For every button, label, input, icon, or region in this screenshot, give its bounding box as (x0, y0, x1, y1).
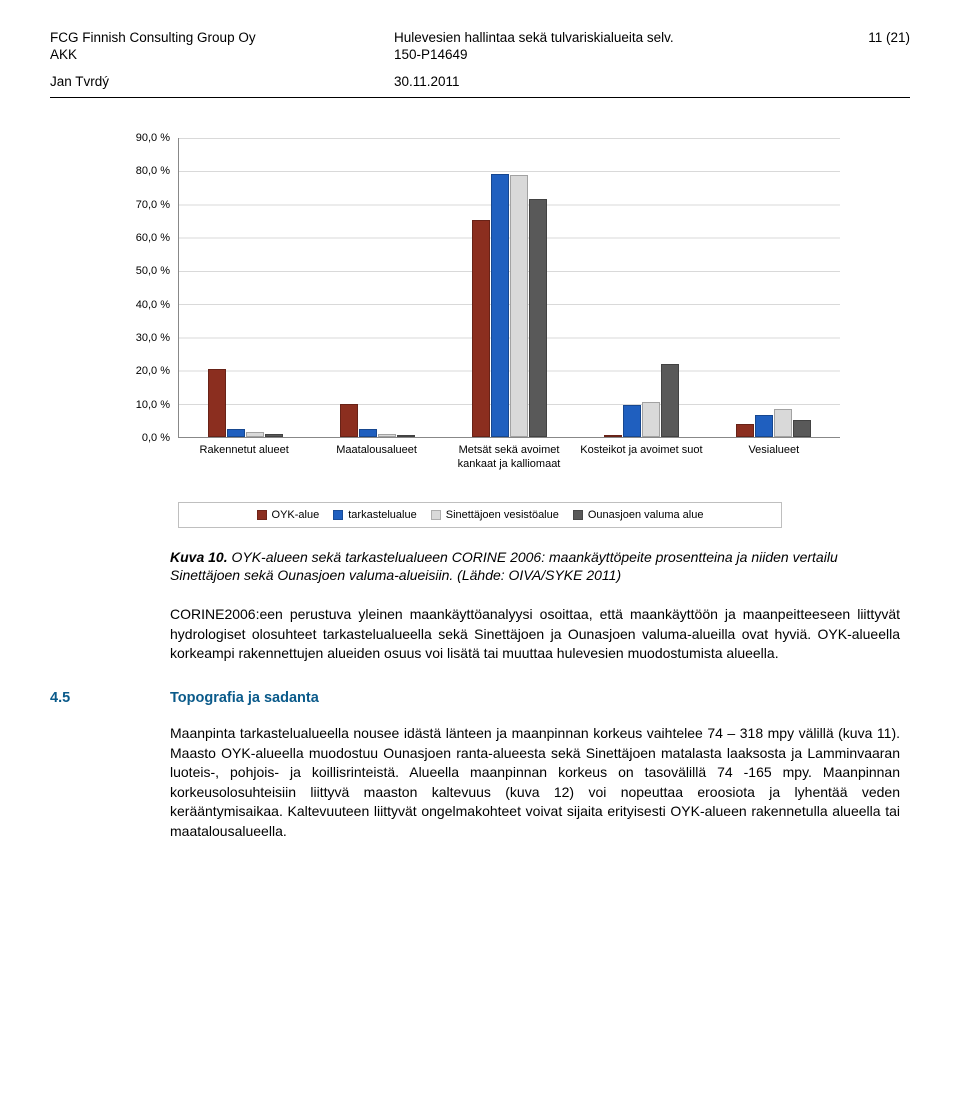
chart-bar-group (708, 138, 840, 437)
chart-bar (510, 175, 528, 437)
header-doc-code: 150-P14649 (394, 47, 807, 64)
chart-bar (340, 404, 358, 437)
chart-legend-item: Sinettäjoen vesistöalue (431, 509, 559, 521)
chart-legend-item: Ounasjoen valuma alue (573, 509, 704, 521)
chart-legend: OYK-alue tarkastelualue Sinettäjoen vesist… (178, 502, 782, 528)
figure-caption-lead: Kuva 10. (170, 549, 228, 565)
chart-legend-label: tarkastelualue (348, 509, 417, 521)
chart-bar (378, 434, 396, 437)
section-title: Topografia ja sadanta (170, 690, 319, 706)
chart-bar (774, 409, 792, 437)
chart-x-label: Metsät sekä avoimet kankaat ja kalliomaa… (443, 444, 575, 472)
body-paragraph-2: Maanpinta tarkastelualueella nousee idäs… (170, 724, 900, 842)
chart-y-tick: 60,0 % (136, 232, 170, 244)
figure-caption: Kuva 10. OYK-alueen sekä tarkastelualuee… (170, 548, 900, 586)
chart-x-label: Kosteikot ja avoimet suot (575, 444, 707, 472)
body-paragraph-1: CORINE2006:een perustuva yleinen maankäy… (170, 605, 900, 664)
chart-bar (529, 199, 547, 437)
section-heading: 4.5 Topografia ja sadanta (50, 690, 910, 706)
chart-bar (265, 434, 283, 437)
chart-legend-swatch (431, 510, 441, 520)
chart-bar (623, 405, 641, 437)
chart-legend-swatch (573, 510, 583, 520)
chart-bar (642, 402, 660, 437)
chart-x-label: Vesialueet (708, 444, 840, 472)
chart-bar (736, 424, 754, 437)
chart-bar-group (576, 138, 708, 437)
header-org1: FCG Finnish Consulting Group Oy (50, 30, 394, 47)
chart-y-tick: 80,0 % (136, 165, 170, 177)
chart-y-tick: 20,0 % (136, 365, 170, 377)
chart-bar (208, 369, 226, 437)
chart-x-label: Maatalousalueet (310, 444, 442, 472)
chart-bar (491, 174, 509, 437)
chart-legend-swatch (333, 510, 343, 520)
header-doc-title: Hulevesien hallintaa sekä tulvariskialue… (394, 30, 807, 47)
header-page-label: 11 (21) (807, 30, 910, 47)
chart-y-axis: 0,0 %10,0 %20,0 %30,0 %40,0 %50,0 %60,0 … (120, 138, 178, 438)
chart-y-tick: 30,0 % (136, 332, 170, 344)
chart-legend-item: OYK-alue (257, 509, 320, 521)
chart-legend-label: Ounasjoen valuma alue (588, 509, 704, 521)
chart-x-label: Rakennetut alueet (178, 444, 310, 472)
chart-bar (472, 220, 490, 437)
header-date: 30.11.2011 (394, 74, 807, 91)
chart-bar (359, 429, 377, 437)
header-rule (50, 97, 910, 98)
header-author: Jan Tvrdý (50, 74, 394, 91)
chart-y-tick: 10,0 % (136, 399, 170, 411)
chart-bar-group (443, 138, 575, 437)
landuse-chart: 0,0 % 10,0 % 20,0 % 30,0 % 40,0 % 50,0 % 60,0 … (120, 138, 840, 528)
chart-bar (793, 420, 811, 437)
chart-plot-area (178, 138, 840, 438)
chart-y-tick: 70,0 % (136, 199, 170, 211)
chart-bar-group (311, 138, 443, 437)
chart-bar (227, 429, 245, 437)
chart-legend-label: Sinettäjoen vesistöalue (446, 509, 559, 521)
chart-x-axis: Rakennetut alueetMaatalousalueetMetsät s… (178, 444, 840, 472)
chart-bar (246, 432, 264, 437)
chart-bar-group (179, 138, 311, 437)
chart-y-tick: 50,0 % (136, 265, 170, 277)
chart-legend-label: OYK-alue (272, 509, 320, 521)
figure-caption-text: OYK-alueen sekä tarkastelualueen CORINE … (170, 549, 838, 584)
chart-bar (755, 415, 773, 437)
chart-bar (604, 435, 622, 437)
chart-legend-item: tarkastelualue (333, 509, 417, 521)
chart-bar (661, 364, 679, 437)
chart-y-tick: 0,0 % (142, 432, 170, 444)
chart-y-tick: 90,0 % (136, 132, 170, 144)
chart-legend-swatch (257, 510, 267, 520)
section-number: 4.5 (50, 690, 170, 706)
chart-bar (397, 435, 415, 437)
header-org2: AKK (50, 47, 394, 64)
chart-y-tick: 40,0 % (136, 299, 170, 311)
page-header: FCG Finnish Consulting Group Oy Hulevesi… (50, 30, 910, 91)
